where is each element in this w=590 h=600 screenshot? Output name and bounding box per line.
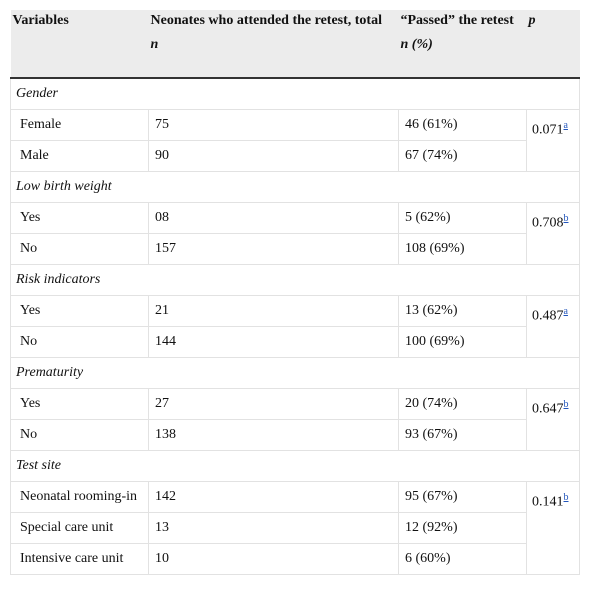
total-cell: 142 xyxy=(148,481,399,513)
p-cell: 0.647b xyxy=(526,388,580,451)
group-row: Risk indicators xyxy=(10,264,580,296)
data-row: Yes 08 5 (62%) 0.708b xyxy=(10,202,580,265)
row-label: Yes xyxy=(10,202,149,234)
row-label: Yes xyxy=(10,388,149,420)
passed-cell: 46 (61%) xyxy=(398,109,527,141)
group-row: Test site xyxy=(10,450,580,482)
p-note: a xyxy=(564,304,568,317)
passed-cell: 100 (69%) xyxy=(398,326,527,358)
header-text: Variables xyxy=(12,13,69,28)
header-text: Neonates who attended the retest, total xyxy=(150,13,382,28)
data-row: No 138 93 (67%) xyxy=(10,419,580,451)
data-row: No 157 108 (69%) xyxy=(10,233,580,265)
total-cell: 08 xyxy=(148,202,399,234)
header-unit: n xyxy=(150,37,159,52)
total-cell: 27 xyxy=(148,388,399,420)
data-row: Male 90 67 (74%) xyxy=(10,140,580,172)
p-cell: 0.071a xyxy=(526,109,580,172)
passed-cell: 6 (60%) xyxy=(398,543,527,575)
passed-cell: 67 (74%) xyxy=(398,140,527,172)
group-label: Low birth weight xyxy=(10,171,580,203)
p-cell: 0.141b xyxy=(526,481,580,575)
group-row: Gender xyxy=(10,77,580,110)
total-cell: 13 xyxy=(148,512,399,544)
p-value: 0.708 xyxy=(532,215,564,231)
group-row: Prematurity xyxy=(10,357,580,389)
p-value: 0.647 xyxy=(532,401,564,417)
total-cell: 21 xyxy=(148,295,399,327)
p-note: b xyxy=(564,211,569,224)
p-note-link[interactable]: b xyxy=(563,213,569,224)
total-cell: 90 xyxy=(148,140,399,172)
row-label: Neonatal rooming-in xyxy=(10,481,149,513)
total-cell: 144 xyxy=(148,326,399,358)
p-value: 0.487 xyxy=(532,308,564,324)
header-row: Variables Neonates who attended the rete… xyxy=(10,10,580,79)
p-note: b xyxy=(564,490,569,503)
header-cell: “Passed” the retest n (%) xyxy=(398,10,527,79)
p-note-link[interactable]: b xyxy=(563,492,569,503)
row-label: Special care unit xyxy=(10,512,149,544)
header-text: “Passed” the retest xyxy=(400,13,514,28)
group-label: Risk indicators xyxy=(10,264,580,296)
row-label: No xyxy=(10,419,149,451)
data-row: Female 75 46 (61%) 0.071a xyxy=(10,109,580,172)
passed-cell: 5 (62%) xyxy=(398,202,527,234)
data-row: Yes 27 20 (74%) 0.647b xyxy=(10,388,580,451)
total-cell: 75 xyxy=(148,109,399,141)
data-row: Yes 21 13 (62%) 0.487a xyxy=(10,295,580,358)
row-label: No xyxy=(10,326,149,358)
header-cell: Neonates who attended the retest, total n xyxy=(148,10,399,79)
group-label: Gender xyxy=(10,77,580,110)
row-label: Male xyxy=(10,140,149,172)
row-label: Intensive care unit xyxy=(10,543,149,575)
passed-cell: 95 (67%) xyxy=(398,481,527,513)
total-cell: 157 xyxy=(148,233,399,265)
row-label: No xyxy=(10,233,149,265)
passed-cell: 93 (67%) xyxy=(398,419,527,451)
group-label: Test site xyxy=(10,450,580,482)
p-note-link[interactable]: b xyxy=(563,399,569,410)
passed-cell: 13 (62%) xyxy=(398,295,527,327)
p-cell: 0.487a xyxy=(526,295,580,358)
p-note-link[interactable]: a xyxy=(563,120,568,131)
p-cell: 0.708b xyxy=(526,202,580,265)
data-row: Neonatal rooming-in 142 95 (67%) 0.141b xyxy=(10,481,580,575)
data-row: Intensive care unit 10 6 (60%) xyxy=(10,543,580,575)
p-value: 0.141 xyxy=(532,494,564,510)
header-cell: Variables xyxy=(10,10,149,79)
data-row: Special care unit 13 12 (92%) xyxy=(10,512,580,544)
row-label: Yes xyxy=(10,295,149,327)
total-cell: 138 xyxy=(148,419,399,451)
data-table: Variables Neonates who attended the rete… xyxy=(10,10,580,575)
passed-cell: 20 (74%) xyxy=(398,388,527,420)
p-note: b xyxy=(564,397,569,410)
total-cell: 10 xyxy=(148,543,399,575)
header-unit: n (%) xyxy=(400,37,433,52)
row-label: Female xyxy=(10,109,149,141)
p-note: a xyxy=(564,118,568,131)
passed-cell: 12 (92%) xyxy=(398,512,527,544)
header-cell: p xyxy=(526,10,580,79)
data-row: No 144 100 (69%) xyxy=(10,326,580,358)
passed-cell: 108 (69%) xyxy=(398,233,527,265)
group-row: Low birth weight xyxy=(10,171,580,203)
p-note-link[interactable]: a xyxy=(563,306,568,317)
group-label: Prematurity xyxy=(10,357,580,389)
table-body: Gender Female 75 46 (61%) 0.071a Male 90 67 (74… xyxy=(10,77,580,575)
header-text: p xyxy=(528,13,536,28)
p-value: 0.071 xyxy=(532,122,564,138)
